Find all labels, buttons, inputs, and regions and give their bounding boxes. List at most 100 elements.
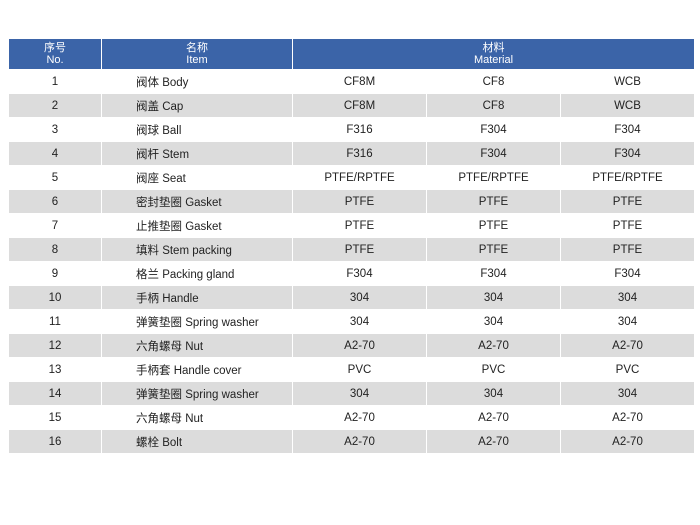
row-material-3: PTFE bbox=[561, 214, 694, 237]
row-material-1: F304 bbox=[293, 262, 426, 285]
row-number: 2 bbox=[9, 94, 101, 117]
row-material-1: PTFE bbox=[293, 190, 426, 213]
row-number: 6 bbox=[9, 190, 101, 213]
table-row: 13 手柄套 Handle cover PVC PVC PVC bbox=[9, 358, 694, 381]
row-item-name: 格兰 Packing gland bbox=[102, 262, 292, 285]
row-material-2: F304 bbox=[427, 142, 560, 165]
row-material-1: 304 bbox=[293, 310, 426, 333]
row-material-2: F304 bbox=[427, 262, 560, 285]
row-material-1: F316 bbox=[293, 118, 426, 141]
row-item-name: 阀杆 Stem bbox=[102, 142, 292, 165]
table-row: 7 止推垫圈 Gasket PTFE PTFE PTFE bbox=[9, 214, 694, 237]
table-row: 1 阀体 Body CF8M CF8 WCB bbox=[9, 70, 694, 93]
row-material-1: A2-70 bbox=[293, 334, 426, 357]
row-material-3: 304 bbox=[561, 310, 694, 333]
row-item-name: 弹簧垫圈 Spring washer bbox=[102, 310, 292, 333]
row-material-1: A2-70 bbox=[293, 406, 426, 429]
table-body: 1 阀体 Body CF8M CF8 WCB 2 阀盖 Cap CF8M CF8 WCB 3 阀球 B… bbox=[9, 70, 694, 453]
row-material-2: A2-70 bbox=[427, 334, 560, 357]
row-material-3: 304 bbox=[561, 286, 694, 309]
row-material-2: PTFE bbox=[427, 190, 560, 213]
row-item-name: 六角螺母 Nut bbox=[102, 406, 292, 429]
header-row: 序号 No. 名称 Item 材料 Material bbox=[9, 39, 694, 69]
row-material-3: F304 bbox=[561, 118, 694, 141]
row-number: 1 bbox=[9, 70, 101, 93]
header-no: 序号 No. bbox=[9, 39, 101, 69]
row-number: 11 bbox=[9, 310, 101, 333]
header-material-en: Material bbox=[473, 54, 514, 66]
row-item-name: 密封垫圈 Gasket bbox=[102, 190, 292, 213]
row-number: 10 bbox=[9, 286, 101, 309]
row-material-3: A2-70 bbox=[561, 406, 694, 429]
row-number: 16 bbox=[9, 430, 101, 453]
row-material-3: PTFE bbox=[561, 238, 694, 261]
header-no-cn: 序号 bbox=[44, 42, 66, 54]
row-material-3: WCB bbox=[561, 70, 694, 93]
table-row: 16 螺栓 Bolt A2-70 A2-70 A2-70 bbox=[9, 430, 694, 453]
row-number: 9 bbox=[9, 262, 101, 285]
row-material-2: A2-70 bbox=[427, 406, 560, 429]
row-number: 13 bbox=[9, 358, 101, 381]
row-number: 8 bbox=[9, 238, 101, 261]
row-material-2: A2-70 bbox=[427, 430, 560, 453]
row-item-name: 止推垫圈 Gasket bbox=[102, 214, 292, 237]
row-material-2: PTFE bbox=[427, 238, 560, 261]
row-item-name: 阀球 Ball bbox=[102, 118, 292, 141]
header-material: 材料 Material bbox=[293, 39, 694, 69]
row-material-3: F304 bbox=[561, 142, 694, 165]
row-material-2: CF8 bbox=[427, 70, 560, 93]
table-row: 15 六角螺母 Nut A2-70 A2-70 A2-70 bbox=[9, 406, 694, 429]
row-material-1: A2-70 bbox=[293, 430, 426, 453]
row-material-2: 304 bbox=[427, 382, 560, 405]
row-item-name: 填料 Stem packing bbox=[102, 238, 292, 261]
row-number: 12 bbox=[9, 334, 101, 357]
row-material-1: PVC bbox=[293, 358, 426, 381]
header-no-en: No. bbox=[46, 54, 64, 66]
table-row: 6 密封垫圈 Gasket PTFE PTFE PTFE bbox=[9, 190, 694, 213]
row-material-1: PTFE bbox=[293, 214, 426, 237]
row-material-1: PTFE bbox=[293, 238, 426, 261]
row-item-name: 弹簧垫圈 Spring washer bbox=[102, 382, 292, 405]
table-row: 2 阀盖 Cap CF8M CF8 WCB bbox=[9, 94, 694, 117]
row-number: 14 bbox=[9, 382, 101, 405]
row-material-1: F316 bbox=[293, 142, 426, 165]
materials-table: 序号 No. 名称 Item 材料 Material 1 阀体 Body CF8M C… bbox=[8, 38, 695, 454]
row-material-1: CF8M bbox=[293, 94, 426, 117]
row-material-2: 304 bbox=[427, 286, 560, 309]
table-row: 11 弹簧垫圈 Spring washer 304 304 304 bbox=[9, 310, 694, 333]
row-material-3: PTFE bbox=[561, 190, 694, 213]
row-item-name: 六角螺母 Nut bbox=[102, 334, 292, 357]
row-item-name: 阀盖 Cap bbox=[102, 94, 292, 117]
row-item-name: 阀体 Body bbox=[102, 70, 292, 93]
header-item: 名称 Item bbox=[102, 39, 292, 69]
row-material-1: 304 bbox=[293, 382, 426, 405]
table-row: 3 阀球 Ball F316 F304 F304 bbox=[9, 118, 694, 141]
row-number: 5 bbox=[9, 166, 101, 189]
row-material-3: PVC bbox=[561, 358, 694, 381]
row-material-3: PTFE/RPTFE bbox=[561, 166, 694, 189]
row-material-2: CF8 bbox=[427, 94, 560, 117]
row-material-3: A2-70 bbox=[561, 430, 694, 453]
row-material-1: PTFE/RPTFE bbox=[293, 166, 426, 189]
table-row: 9 格兰 Packing gland F304 F304 F304 bbox=[9, 262, 694, 285]
header-item-cn: 名称 bbox=[186, 42, 208, 54]
row-material-2: PTFE bbox=[427, 214, 560, 237]
row-number: 3 bbox=[9, 118, 101, 141]
header-material-cn: 材料 bbox=[482, 42, 505, 54]
table-row: 4 阀杆 Stem F316 F304 F304 bbox=[9, 142, 694, 165]
row-material-3: WCB bbox=[561, 94, 694, 117]
table-row: 12 六角螺母 Nut A2-70 A2-70 A2-70 bbox=[9, 334, 694, 357]
row-item-name: 螺栓 Bolt bbox=[102, 430, 292, 453]
row-number: 7 bbox=[9, 214, 101, 237]
table-row: 5 阀座 Seat PTFE/RPTFE PTFE/RPTFE PTFE/RPTFE bbox=[9, 166, 694, 189]
row-material-2: PTFE/RPTFE bbox=[427, 166, 560, 189]
row-material-2: F304 bbox=[427, 118, 560, 141]
row-item-name: 阀座 Seat bbox=[102, 166, 292, 189]
row-material-2: PVC bbox=[427, 358, 560, 381]
header-item-en: Item bbox=[186, 54, 208, 66]
row-number: 4 bbox=[9, 142, 101, 165]
row-material-2: 304 bbox=[427, 310, 560, 333]
row-number: 15 bbox=[9, 406, 101, 429]
row-material-1: 304 bbox=[293, 286, 426, 309]
row-material-3: F304 bbox=[561, 262, 694, 285]
